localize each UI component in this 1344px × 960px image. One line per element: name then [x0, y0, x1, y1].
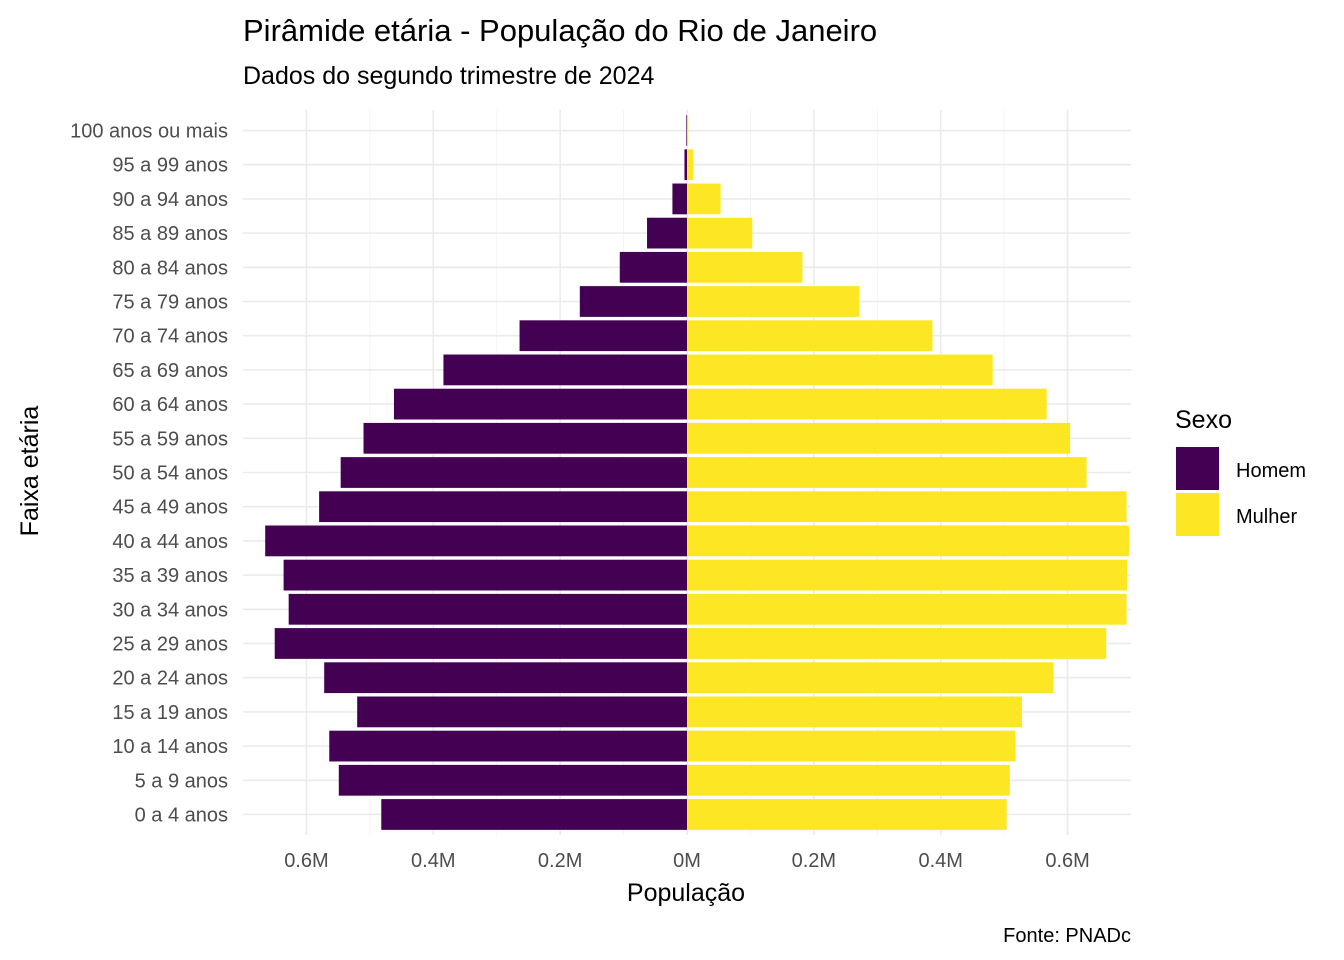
legend: Sexo Homem Mulher [1175, 406, 1306, 536]
y-tick-label: 100 anos ou mais [70, 121, 228, 143]
y-tick-label: 35 a 39 anos [112, 565, 228, 587]
bar-mulher-2 [687, 730, 1016, 762]
bar-homem-2 [329, 730, 687, 762]
y-tick-label: 40 a 44 anos [112, 531, 228, 553]
y-tick-label: 95 a 99 anos [112, 155, 228, 177]
bar-mulher-13 [687, 354, 993, 386]
x-axis-title: População [627, 879, 745, 907]
bar-homem-8 [265, 525, 687, 557]
x-tick-label: 0.6M [1045, 850, 1089, 872]
x-tick-label: 0.2M [538, 850, 582, 872]
bar-homem-14 [519, 320, 687, 352]
bar-mulher-6 [687, 593, 1127, 625]
y-tick-label: 45 a 49 anos [112, 497, 228, 519]
bar-mulher-19 [687, 149, 694, 181]
bar-mulher-0 [687, 799, 1007, 830]
bar-mulher-18 [687, 183, 721, 215]
bar-mulher-4 [687, 662, 1054, 694]
y-tick-label: 90 a 94 anos [112, 189, 228, 211]
bar-mulher-1 [687, 764, 1010, 796]
series-mulher-bars [687, 115, 1130, 830]
bar-mulher-10 [687, 457, 1087, 488]
bar-homem-13 [443, 354, 687, 386]
legend-key-mulher [1176, 493, 1219, 536]
y-tick-label: 65 a 69 anos [112, 360, 228, 382]
y-axis-title: Faixa etária [16, 406, 44, 537]
bar-mulher-8 [687, 525, 1130, 557]
bar-mulher-14 [687, 320, 933, 352]
x-tick-label: 0.6M [284, 850, 328, 872]
bar-homem-20 [686, 115, 687, 146]
y-tick-label: 75 a 79 anos [112, 292, 228, 314]
bar-mulher-11 [687, 422, 1071, 454]
bar-homem-0 [381, 799, 687, 830]
bar-homem-17 [647, 217, 687, 249]
x-tick-label: 0.2M [792, 850, 836, 872]
bar-mulher-20 [687, 115, 689, 146]
bar-mulher-12 [687, 388, 1047, 420]
bar-homem-5 [274, 628, 687, 659]
y-tick-label: 5 a 9 anos [135, 770, 228, 792]
legend-title: Sexo [1175, 406, 1232, 434]
bar-homem-3 [357, 696, 687, 728]
y-tick-label: 50 a 54 anos [112, 463, 228, 485]
x-axis-tick-labels: 0.6M 0.4M 0.2M 0M 0.2M 0.4M 0.6M [284, 850, 1090, 872]
y-tick-label: 80 a 84 anos [112, 257, 228, 279]
bar-homem-9 [319, 491, 687, 523]
bar-homem-4 [324, 662, 687, 694]
y-tick-label: 15 a 19 anos [112, 702, 228, 724]
series-homem-bars [265, 115, 687, 830]
y-tick-label: 20 a 24 anos [112, 668, 228, 690]
bar-mulher-9 [687, 491, 1127, 523]
chart-subtitle: Dados do segundo trimestre de 2024 [243, 62, 654, 90]
y-axis-tick-labels: 0 a 4 anos 5 a 9 anos 10 a 14 anos 15 a 19 … [70, 121, 228, 827]
x-tick-label: 0.4M [918, 850, 962, 872]
legend-label-mulher: Mulher [1236, 506, 1297, 528]
bar-homem-10 [340, 457, 687, 488]
bar-homem-12 [393, 388, 687, 420]
x-tick-label: 0M [673, 850, 701, 872]
y-tick-label: 70 a 74 anos [112, 326, 228, 348]
y-tick-label: 25 a 29 anos [112, 633, 228, 655]
bar-homem-1 [338, 764, 687, 796]
bar-mulher-15 [687, 286, 860, 317]
bar-mulher-7 [687, 559, 1128, 591]
bar-homem-7 [283, 559, 687, 591]
y-tick-label: 60 a 64 anos [112, 394, 228, 416]
chart-title: Pirâmide etária - População do Rio de Ja… [243, 13, 877, 48]
bar-mulher-5 [687, 628, 1107, 659]
bar-mulher-3 [687, 696, 1022, 728]
y-tick-label: 10 a 14 anos [112, 736, 228, 758]
bar-homem-6 [288, 593, 687, 625]
legend-label-homem: Homem [1236, 460, 1306, 482]
bar-homem-18 [672, 183, 687, 215]
y-tick-label: 30 a 34 anos [112, 599, 228, 621]
bar-homem-15 [579, 286, 687, 317]
x-tick-label: 0.4M [411, 850, 455, 872]
bar-homem-16 [619, 251, 687, 283]
bar-mulher-16 [687, 251, 803, 283]
y-tick-label: 55 a 59 anos [112, 428, 228, 450]
bar-mulher-17 [687, 217, 753, 249]
legend-key-homem [1176, 447, 1219, 490]
y-tick-label: 85 a 89 anos [112, 223, 228, 245]
bar-homem-11 [363, 422, 687, 454]
bar-homem-19 [684, 149, 687, 181]
y-tick-label: 0 a 4 anos [135, 804, 228, 826]
chart-caption: Fonte: PNADc [1003, 925, 1131, 947]
